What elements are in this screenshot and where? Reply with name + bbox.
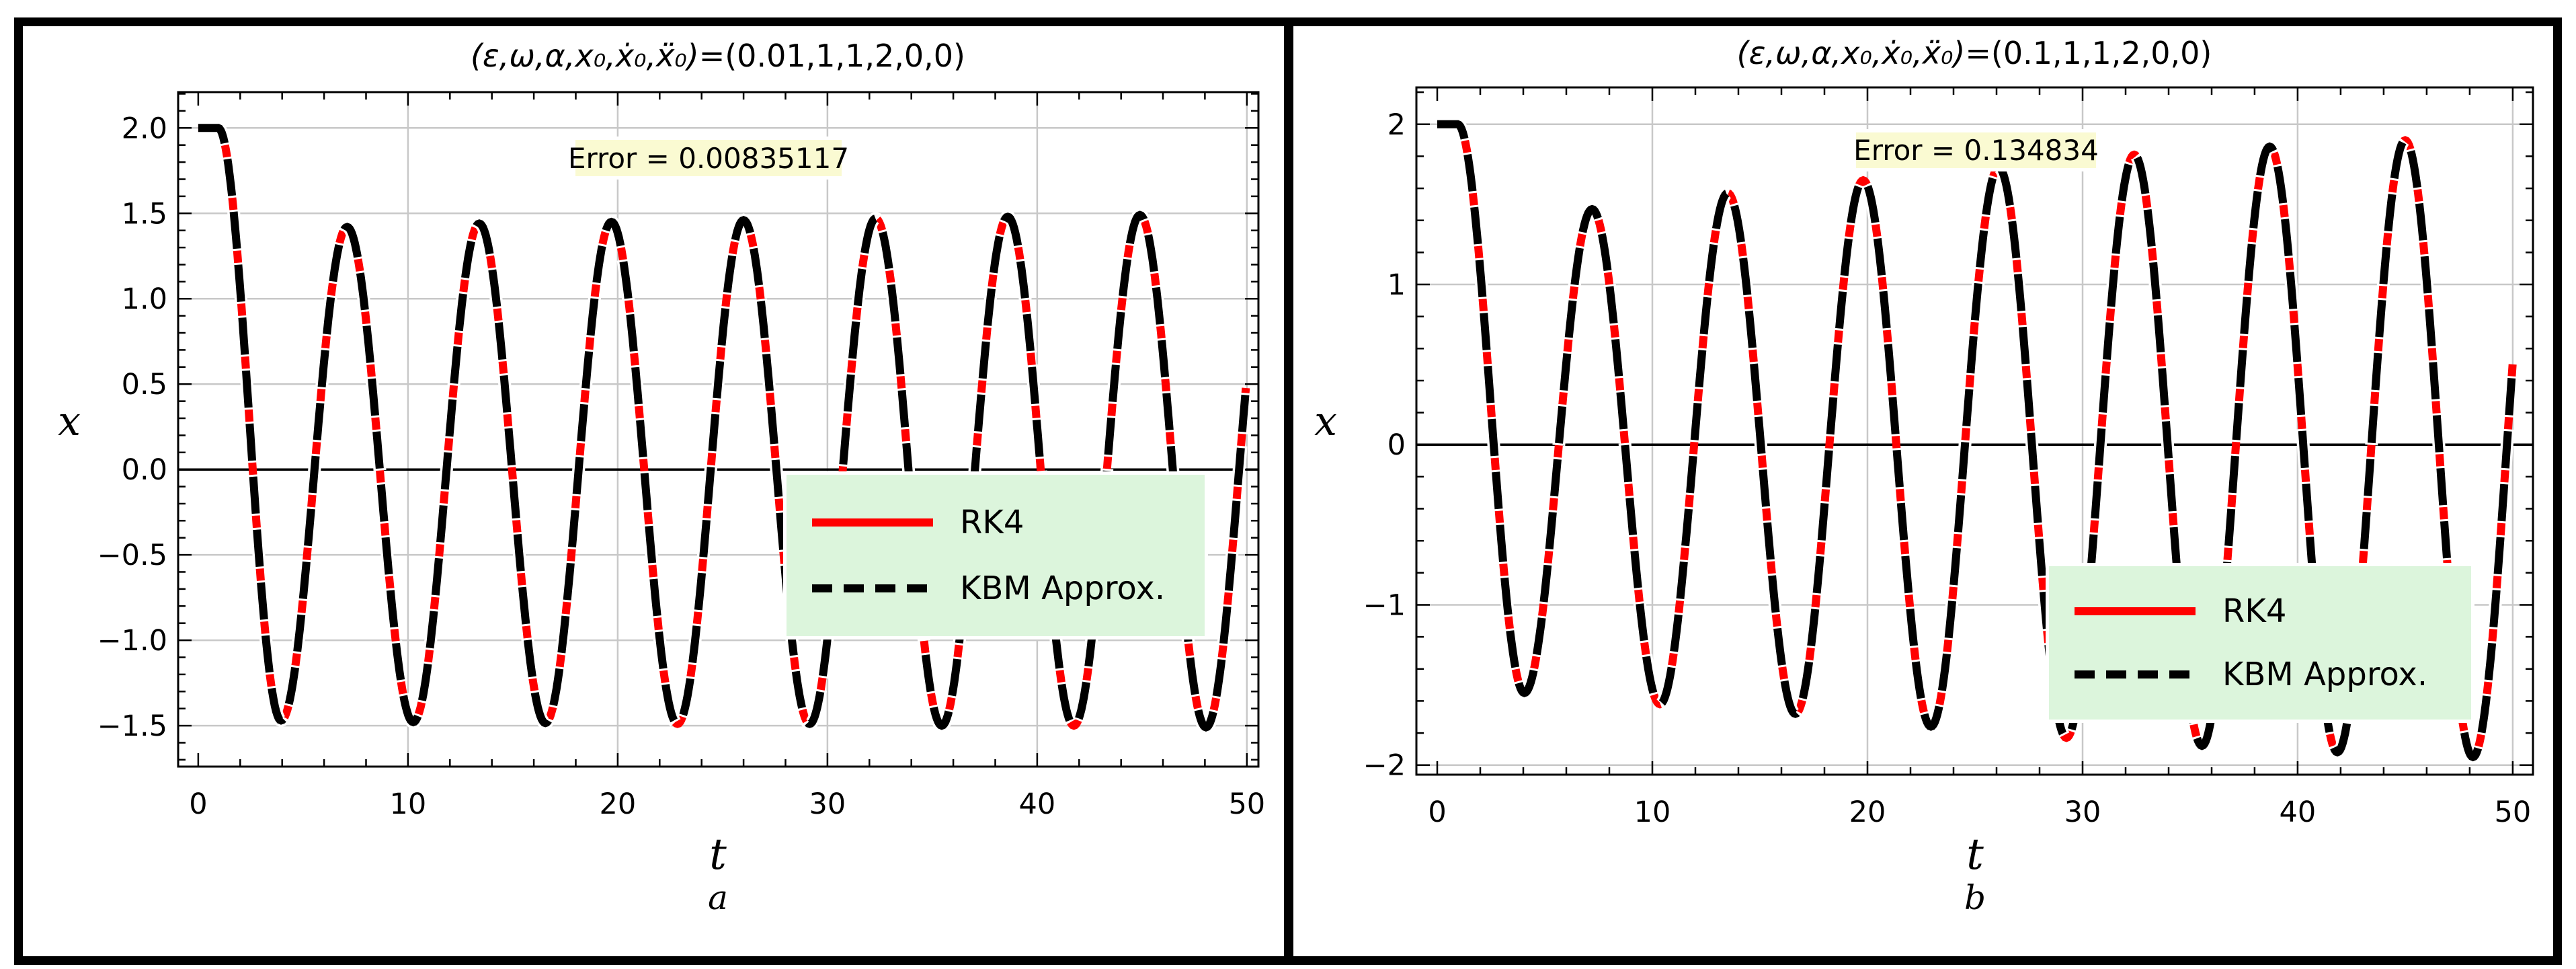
svg-text:40: 40: [1019, 787, 1056, 821]
kbm-legend-label: KBM Approx.: [2222, 656, 2428, 694]
x-axis-label-b: t: [1966, 830, 1984, 880]
panel-divider: [1284, 17, 1293, 965]
svg-text:30: 30: [809, 787, 846, 821]
svg-text:0: 0: [189, 787, 207, 821]
rk4-line-sample: [812, 518, 933, 527]
svg-text:50: 50: [1228, 787, 1265, 821]
rk4-legend-label: RK4: [2222, 592, 2287, 630]
svg-text:20: 20: [1849, 796, 1886, 829]
svg-text:2: 2: [1387, 108, 1406, 142]
kbm-line-sample: [812, 584, 933, 593]
panel-a-title: (ε,ω,α,x₀,ẋ₀,ẍ₀)=(0.01,1,1,2,0,0): [247, 38, 1189, 74]
subplot-label-a: a: [708, 878, 728, 917]
svg-text:10: 10: [390, 787, 427, 821]
svg-text:10: 10: [1634, 796, 1671, 829]
svg-text:0.5: 0.5: [122, 368, 167, 401]
svg-text:0: 0: [1428, 796, 1446, 829]
svg-text:40: 40: [2280, 796, 2317, 829]
svg-text:20: 20: [600, 787, 637, 821]
legend-row-rk4: RK4: [812, 504, 1205, 541]
svg-text:0.0: 0.0: [122, 453, 167, 487]
title-a-values: =(0.01,1,1,2,0,0): [698, 38, 965, 74]
legend-row-kbm: KBM Approx.: [2075, 656, 2471, 693]
svg-text:−1.0: −1.0: [97, 624, 167, 658]
svg-text:1: 1: [1387, 268, 1406, 302]
svg-text:2.0: 2.0: [122, 112, 167, 145]
error-badge-a: Error = 0.00835117: [568, 140, 849, 176]
y-axis-label-b: x: [1314, 398, 1337, 445]
rk4-legend-label: RK4: [960, 503, 1024, 541]
panel-b-title: (ε,ω,α,x₀,ẋ₀,ẍ₀)=(0.1,1,1,2,0,0): [1504, 35, 2445, 71]
title-b-variables: (ε,ω,α,x₀,ẋ₀,ẍ₀): [1736, 35, 1966, 71]
error-badge-b: Error = 0.134834: [1853, 132, 2099, 168]
svg-text:30: 30: [2064, 796, 2101, 829]
title-b-values: =(0.1,1,1,2,0,0): [1965, 35, 2212, 71]
svg-text:−2: −2: [1363, 749, 1406, 783]
svg-text:1.5: 1.5: [122, 197, 167, 231]
svg-text:0: 0: [1387, 428, 1406, 462]
error-text-b: Error = 0.134834: [1853, 134, 2099, 167]
subplot-label-b: b: [1964, 878, 1986, 917]
kbm-line-sample: [2075, 670, 2196, 679]
legend-box-a: RK4 KBM Approx.: [787, 475, 1205, 636]
svg-text:50: 50: [2495, 796, 2532, 829]
x-axis-label-a: t: [709, 830, 727, 880]
svg-text:1.0: 1.0: [122, 282, 167, 316]
kbm-legend-label: KBM Approx.: [960, 570, 1166, 608]
svg-text:−0.5: −0.5: [97, 539, 167, 572]
y-axis-label-a: x: [58, 398, 81, 445]
error-text-a: Error = 0.00835117: [567, 141, 850, 175]
legend-box-b: RK4 KBM Approx.: [2049, 566, 2471, 720]
title-a-variables: (ε,ω,α,x₀,ẋ₀,ẍ₀): [470, 38, 699, 74]
svg-text:−1: −1: [1363, 589, 1406, 623]
rk4-line-sample: [2075, 607, 2196, 615]
legend-row-rk4: RK4: [2075, 592, 2471, 630]
legend-row-kbm: KBM Approx.: [812, 570, 1205, 607]
svg-text:−1.5: −1.5: [97, 709, 167, 743]
